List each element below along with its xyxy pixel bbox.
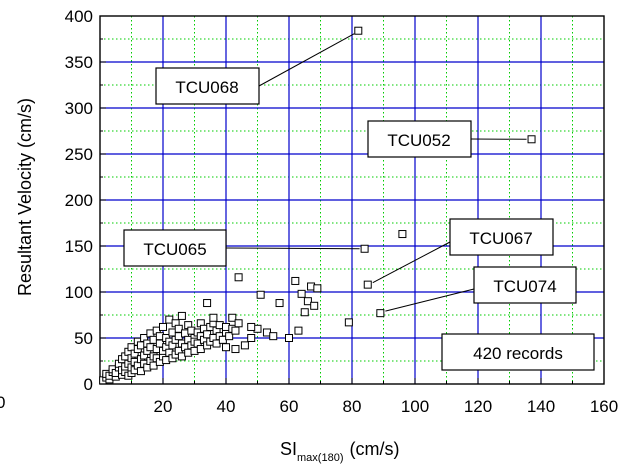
annotation-leader-line [385,288,475,312]
y-tick-label: 350 [65,53,93,72]
data-point [297,289,306,298]
y-tick-label: 150 [65,237,93,256]
annotation-box [441,333,595,371]
data-point [354,26,363,35]
data-point [527,135,536,144]
x-tick-label: 140 [527,397,555,416]
data-point [256,290,265,299]
x-axis-label-main: SI [280,439,297,459]
data-point [203,299,212,308]
data-point [360,244,369,253]
y-tick-label: 100 [65,283,93,302]
annotation-label: TCU065 [143,240,206,259]
data-point [177,311,186,320]
x-tick-label: 100 [401,397,429,416]
x-tick-label: 120 [464,397,492,416]
annotation-label: TCU068 [175,78,238,97]
y-tick-label: 200 [65,191,93,210]
y-tick-label: 250 [65,145,93,164]
x-tick-label: 160 [590,397,618,416]
data-point [275,299,284,308]
annotation-leader-line [372,241,451,284]
annotation-label: TCU067 [469,229,532,248]
annotation-label: 420 records [473,344,563,363]
data-points [99,26,536,385]
data-point [247,322,256,331]
annotation-leader-line [258,33,355,87]
data-point [209,313,218,322]
annotation-box [123,229,227,267]
data-point [300,308,309,317]
data-point [344,318,353,327]
data-point [174,324,183,333]
annotation-box [449,218,554,256]
data-point [285,334,293,342]
y-axis-label: Resultant Velocity (cm/s) [15,98,35,296]
data-point [310,301,319,310]
y-tick-label: 50 [74,329,93,348]
x-axis-label: SImax(180) (cm/s) [280,439,399,464]
annotation-label: TCU052 [387,131,450,150]
data-point [313,284,322,293]
y-tick-labels: 0 50 100 150 200 250 300 350 400 [65,7,93,394]
data-point [228,313,237,322]
data-point [269,332,278,341]
y-tick-label: 0 [84,375,93,394]
x-tick-labels: 20 40 60 80 100 120 140 160 [154,397,619,416]
data-point [398,230,407,239]
data-point [247,334,256,342]
data-point [234,273,243,282]
data-point [240,341,249,350]
origin-label: 0 [0,393,5,412]
x-axis-label-subscript: max(180) [297,452,343,464]
data-point [231,345,240,354]
annotation-leader-line [225,247,360,250]
x-tick-label: 40 [217,397,236,416]
y-tick-label: 400 [65,7,93,26]
annotations: TCU068 TCU052 TCU065 TCU067 TCU074 420 record… [123,33,595,371]
annotation-label: TCU074 [493,277,556,296]
data-point [303,297,312,306]
x-tick-label: 60 [280,397,299,416]
x-tick-label: 80 [343,397,362,416]
data-point [159,322,167,331]
y-tick-label: 300 [65,99,93,118]
annotation-box [367,120,472,158]
data-point [363,280,372,289]
x-tick-label: 20 [154,397,173,416]
data-point [231,326,240,335]
data-point [234,319,243,328]
annotation-box [155,67,260,105]
data-point [376,309,385,318]
annotation-box [473,266,577,304]
x-axis-label-unit: (cm/s) [349,439,399,459]
data-point [222,343,230,352]
data-point [294,326,303,335]
data-point [291,276,300,285]
